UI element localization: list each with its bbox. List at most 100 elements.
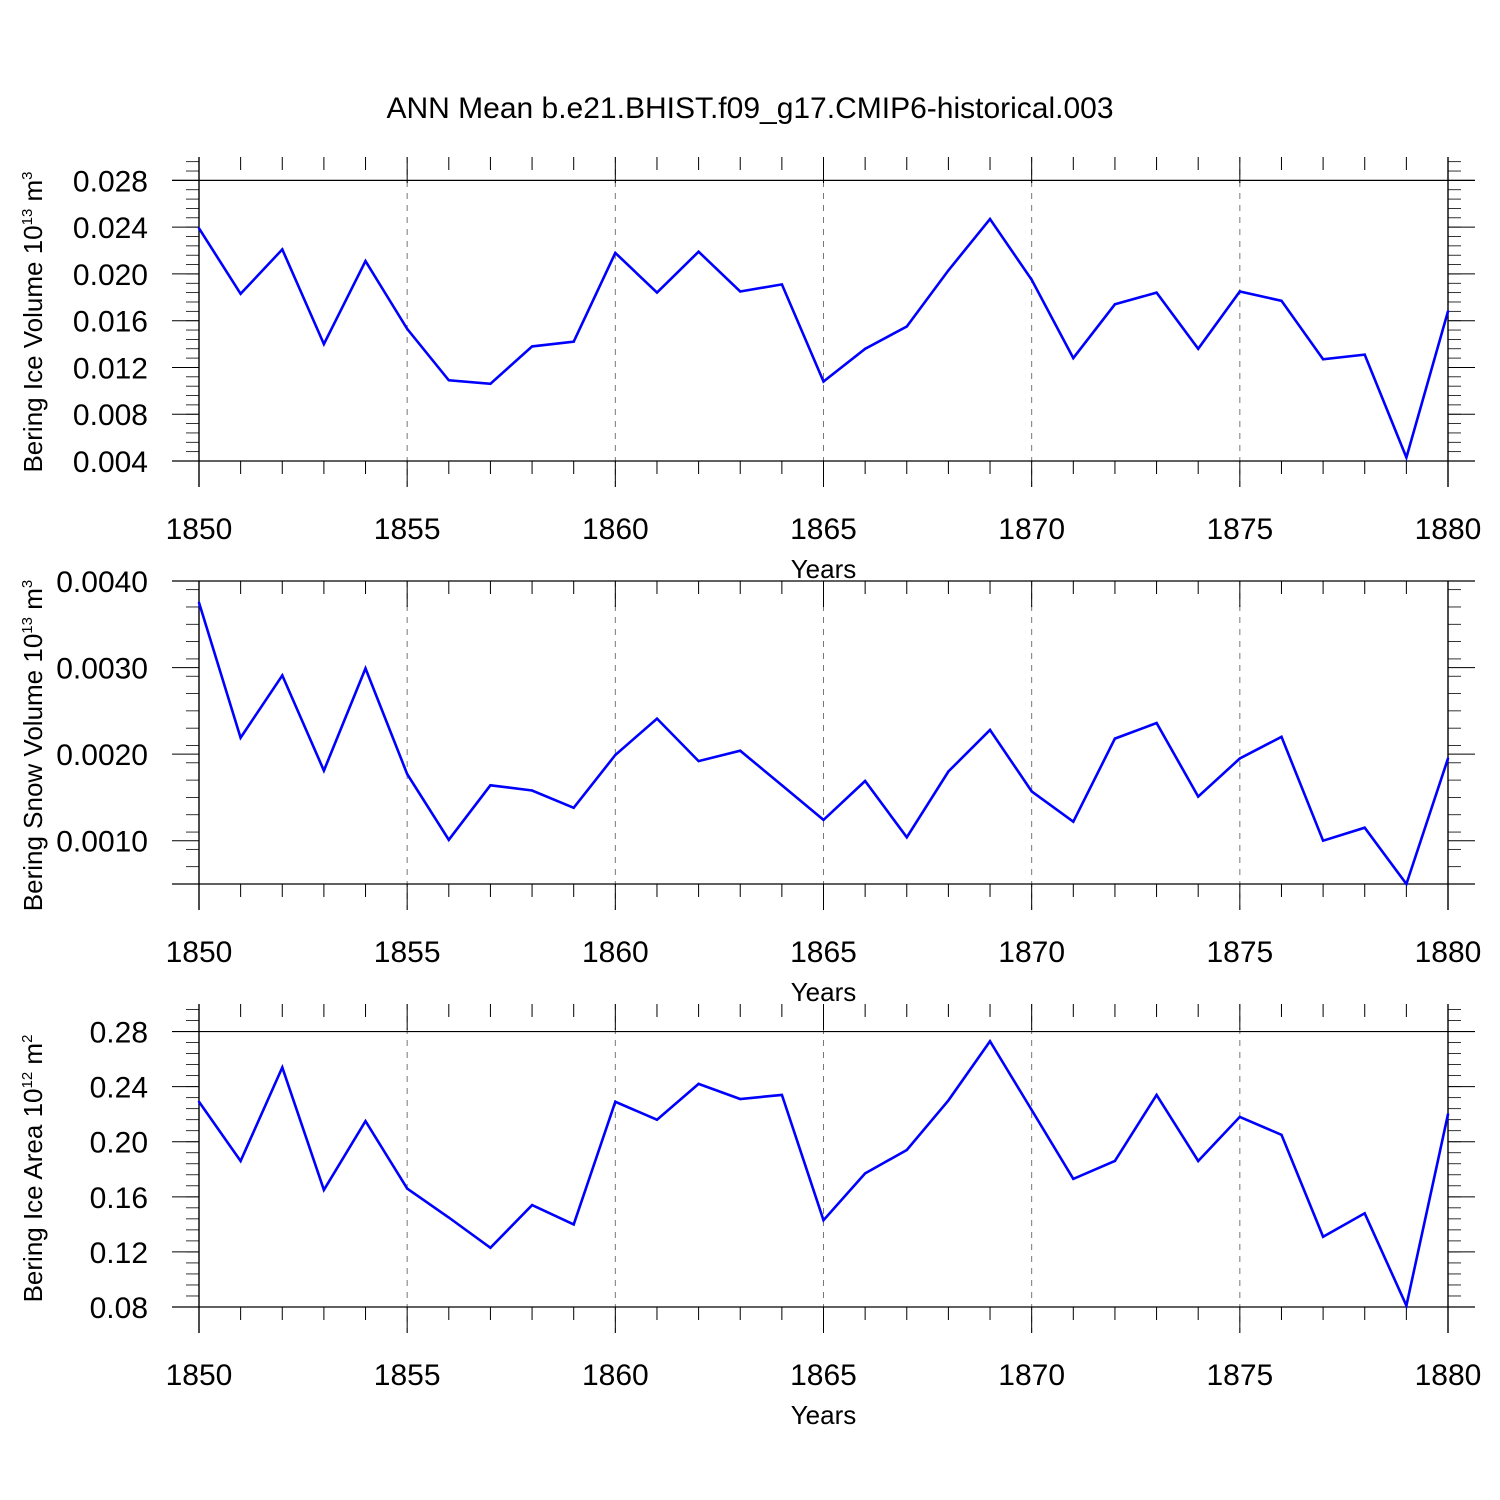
y-tick-label: 0.0020 <box>56 739 148 772</box>
data-point <box>739 290 742 293</box>
data-point <box>739 1097 742 1101</box>
data-point <box>1155 721 1158 725</box>
data-point <box>655 291 659 294</box>
data-point <box>364 1119 367 1123</box>
x-tick-label: 1875 <box>1206 513 1273 546</box>
data-point <box>1238 1115 1242 1119</box>
data-point <box>197 1100 201 1103</box>
data-point <box>1321 839 1325 842</box>
y-tick-label: 0.24 <box>90 1072 148 1105</box>
data-point <box>572 1223 575 1226</box>
chart-panels: 0.004 0.008 0.012 0.016 0.020 0.024 0.028 1850 1… <box>18 157 1481 1430</box>
data-point <box>239 736 242 739</box>
y-axis-label: Bering Ice Volume 1013 m3 <box>18 171 48 472</box>
data-point <box>572 806 575 810</box>
data-point <box>447 1216 450 1219</box>
data-point <box>1030 1108 1033 1112</box>
data-point <box>947 1099 950 1102</box>
data-point <box>1405 882 1408 886</box>
data-point <box>1197 347 1200 350</box>
data-point <box>863 1172 867 1175</box>
x-tick-label: 1865 <box>790 513 857 546</box>
data-point <box>863 779 867 783</box>
data-point <box>905 1148 908 1152</box>
x-tick-label: 1865 <box>790 936 857 969</box>
data-point <box>1363 353 1366 356</box>
data-point <box>197 227 201 230</box>
data-point <box>655 717 659 720</box>
x-tick-label: 1860 <box>582 1359 649 1392</box>
data-point <box>1321 1235 1325 1238</box>
panel-snow-volume: 0.0010 0.0020 0.0030 0.0040 1850 1855 1860 1865… <box>18 566 1481 1007</box>
data-point <box>530 789 534 792</box>
data-point <box>780 1093 784 1097</box>
data-point <box>489 1246 492 1249</box>
x-tick-label: 1880 <box>1415 1359 1482 1392</box>
data-point <box>1280 735 1283 739</box>
data-point <box>780 784 784 787</box>
data-point <box>1113 1159 1117 1163</box>
x-tick-label: 1860 <box>582 513 649 546</box>
data-point <box>947 269 950 272</box>
data-point <box>447 838 450 842</box>
data-point <box>322 342 326 346</box>
data-point <box>1363 1212 1366 1215</box>
data-point <box>1072 820 1075 823</box>
data-point <box>489 784 492 787</box>
data-point <box>863 347 867 350</box>
data-point <box>281 674 284 677</box>
data-point <box>905 836 908 839</box>
data-point <box>447 379 450 382</box>
x-tick-label: 1870 <box>998 513 1065 546</box>
data-point <box>655 1118 659 1121</box>
y-tick-label: 0.0030 <box>56 653 148 686</box>
y-tick-label: 0.008 <box>73 399 148 432</box>
data-point <box>1113 737 1117 740</box>
x-tick-label: 1855 <box>374 936 441 969</box>
x-tick-label: 1855 <box>374 513 441 546</box>
data-point <box>739 749 742 752</box>
data-point <box>697 250 700 253</box>
data-point <box>197 601 201 604</box>
data-point <box>988 1039 992 1043</box>
data-point <box>281 1066 284 1069</box>
data-point <box>905 325 908 328</box>
y-tick-label: 0.016 <box>73 306 148 339</box>
data-point <box>1155 291 1158 294</box>
data-point <box>530 345 534 348</box>
data-point <box>1280 299 1283 303</box>
y-tick-label: 0.20 <box>90 1127 148 1160</box>
data-point <box>1405 1304 1408 1307</box>
x-tick-label: 1850 <box>166 513 233 546</box>
data-point <box>1238 757 1242 760</box>
x-tick-label: 1875 <box>1206 936 1273 969</box>
x-tick-label: 1880 <box>1415 513 1482 546</box>
data-point <box>1446 310 1450 313</box>
y-tick-label: 0.0010 <box>56 826 148 859</box>
data-point <box>572 340 575 343</box>
y-axis-label: Bering Snow Volume 1013 m3 <box>18 580 48 911</box>
x-axis-label: Years <box>791 977 857 1007</box>
data-point <box>1446 1112 1450 1116</box>
figure-title: ANN Mean b.e21.BHIST.f09_g17.CMIP6-histo… <box>386 92 1113 125</box>
y-tick-label: 0.012 <box>73 352 148 385</box>
data-point <box>697 759 700 763</box>
data-point <box>489 382 492 386</box>
x-tick-label: 1880 <box>1415 936 1482 969</box>
data-point <box>822 1219 825 1222</box>
x-tick-label: 1865 <box>790 1359 857 1392</box>
data-point <box>1405 456 1408 459</box>
data-point <box>988 217 992 221</box>
x-tick-label: 1850 <box>166 1359 233 1392</box>
data-point <box>239 292 242 295</box>
data-point <box>1238 290 1242 293</box>
data-point <box>1030 790 1033 793</box>
data-point <box>1030 278 1033 281</box>
data-point <box>822 818 825 822</box>
data-point <box>322 1188 326 1192</box>
data-point <box>1072 356 1075 360</box>
data-point <box>405 1187 409 1190</box>
data-point <box>239 1159 242 1163</box>
panel-ice-area: 0.08 0.12 0.16 0.20 0.24 0.28 1850 1855 1860 1865… <box>18 1004 1481 1430</box>
y-tick-label: 0.28 <box>90 1017 148 1050</box>
